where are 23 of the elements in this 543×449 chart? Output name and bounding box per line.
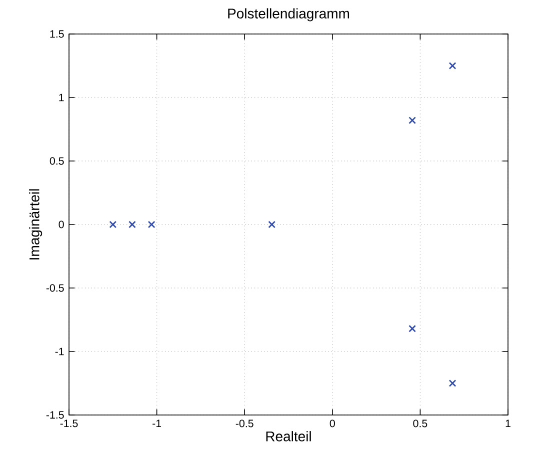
x-tick-label: 1 — [506, 420, 510, 428]
y-tick-label: -0.5 — [46, 284, 64, 292]
x-tick-label: 0 — [330, 420, 335, 428]
x-tick-label: 0.5 — [413, 420, 428, 428]
x-tick-label: -1 — [152, 420, 162, 428]
y-tick-label: 1 — [59, 94, 64, 102]
y-tick-label: 1.5 — [50, 30, 64, 38]
y-tick-label: -1 — [55, 348, 64, 356]
y-tick-label: 0.5 — [50, 157, 64, 165]
point — [148, 220, 156, 228]
point — [408, 324, 416, 332]
x-axis-title: Realteil — [266, 431, 311, 442]
x-tick-label: -0.5 — [236, 420, 254, 428]
point — [268, 220, 276, 228]
y-axis-title: Imaginärteil — [29, 189, 42, 260]
y-tick-label: 0 — [58, 220, 64, 228]
y-tick-label: -1.5 — [46, 411, 64, 419]
point — [448, 62, 456, 70]
point — [109, 220, 117, 228]
point — [128, 220, 136, 228]
point — [448, 380, 456, 387]
chart-title: Polstellendiagramm — [228, 8, 350, 22]
point — [408, 116, 416, 124]
